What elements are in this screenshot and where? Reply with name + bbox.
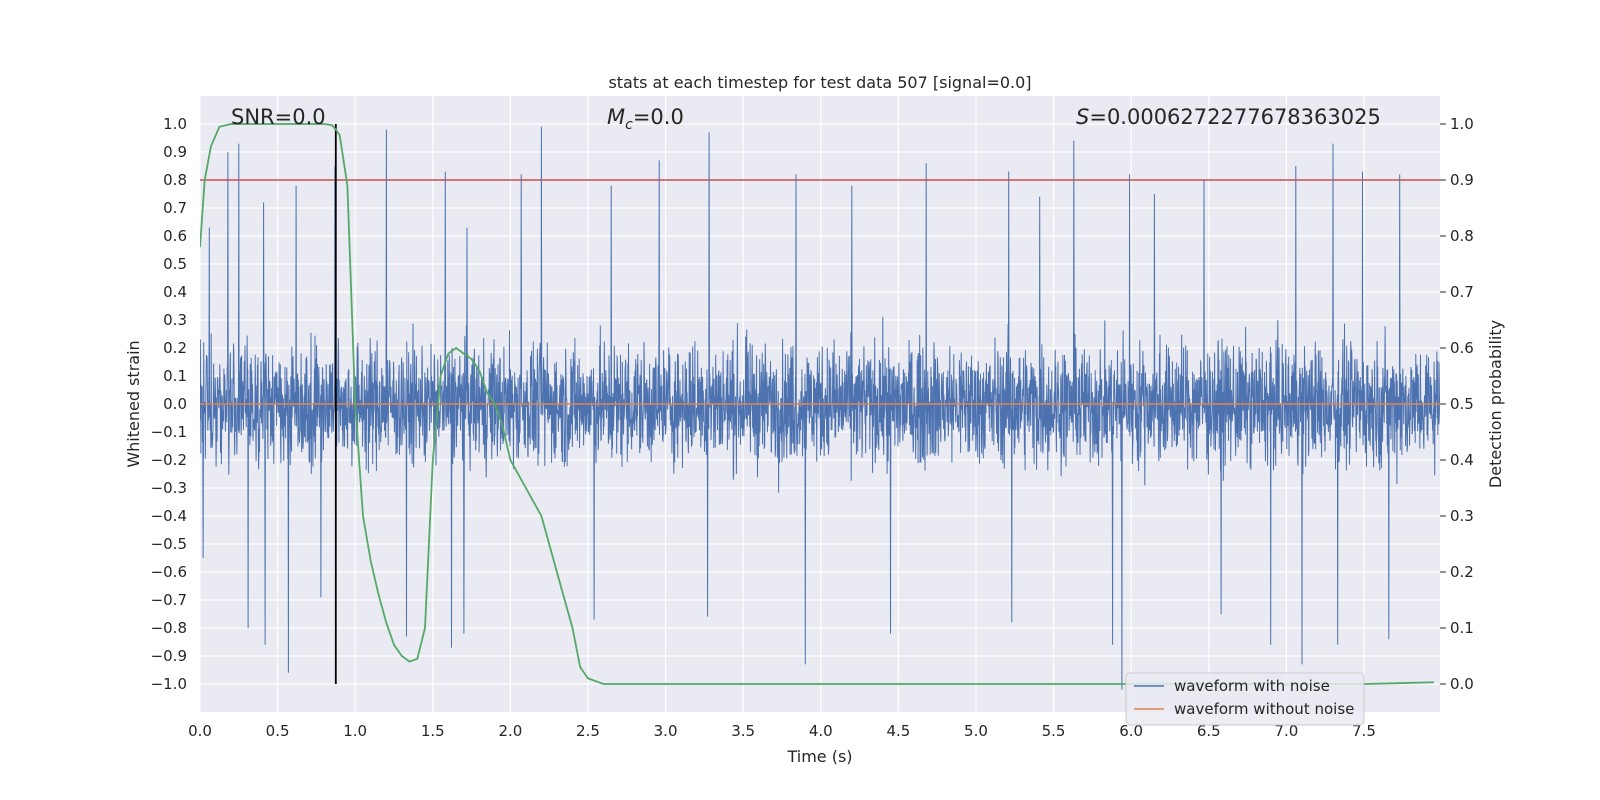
y2-tick-label: 1.0 xyxy=(1450,115,1474,133)
x-tick-label: 6.5 xyxy=(1197,722,1221,740)
y2-tick-label: 0.1 xyxy=(1450,619,1474,637)
y-tick-label: 0.1 xyxy=(163,367,187,385)
waveform-with-noise-line xyxy=(200,126,1440,690)
y-axis-label: Whitened strain xyxy=(124,340,143,467)
x-tick-label: 2.0 xyxy=(498,722,522,740)
legend-label-clean: waveform without noise xyxy=(1174,700,1354,718)
y-tick-label: −0.2 xyxy=(151,451,187,469)
x-axis-label: Time (s) xyxy=(786,747,852,766)
y2-tick-label: 0.2 xyxy=(1450,563,1474,581)
y2-tick-label: 0.6 xyxy=(1450,339,1474,357)
x-tick-label: 3.0 xyxy=(654,722,678,740)
y-tick-label: 0.9 xyxy=(163,143,187,161)
annotation-mc-value: =0.0 xyxy=(633,105,684,129)
y-tick-label: 0.6 xyxy=(163,227,187,245)
x-tick-label: 4.5 xyxy=(886,722,910,740)
detection-probability-line xyxy=(200,123,1434,685)
annotation-s-value: =0.0006272277678363025 xyxy=(1089,105,1381,129)
y2-tick-label: 0.7 xyxy=(1450,283,1474,301)
y-tick-label: 0.0 xyxy=(163,395,187,413)
y2-tick-label: 0.4 xyxy=(1450,451,1474,469)
legend: waveform with noise waveform without noi… xyxy=(1125,672,1365,726)
y-tick-label: 0.4 xyxy=(163,283,187,301)
x-tick-label: 1.0 xyxy=(343,722,367,740)
y-axis-ticks: 1.0 0.9 0.8 0.7 0.6 0.5 0.4 0.3 0.2 0.1 0.0 −0.1 −0.… xyxy=(151,115,187,693)
y-tick-label: 0.8 xyxy=(163,171,187,189)
chart-title: stats at each timestep for test data 507… xyxy=(608,73,1031,92)
annotation-mc-symbol: M xyxy=(607,105,625,129)
y2-axis-ticks: 1.0 0.9 0.8 0.7 0.6 0.5 0.4 0.3 0.2 0.1 0.0 xyxy=(1440,115,1474,693)
y-tick-label: −0.3 xyxy=(151,479,187,497)
y2-tick-label: 0.9 xyxy=(1450,171,1474,189)
x-tick-label: 4.0 xyxy=(809,722,833,740)
y2-tick-label: 0.0 xyxy=(1450,675,1474,693)
y-tick-label: −0.4 xyxy=(151,507,187,525)
y-tick-label: 0.7 xyxy=(163,199,187,217)
series-waveform-with-noise xyxy=(200,126,1440,690)
x-tick-label: 1.5 xyxy=(421,722,445,740)
series-detection-probability xyxy=(200,123,1434,685)
x-tick-label: 0.0 xyxy=(188,722,212,740)
y-tick-label: −0.8 xyxy=(151,619,187,637)
y2-tick-label: 0.3 xyxy=(1450,507,1474,525)
x-tick-label: 7.5 xyxy=(1352,722,1376,740)
annotation-s-stat: S=0.0006272277678363025 xyxy=(1076,105,1381,129)
y2-tick-label: 0.8 xyxy=(1450,227,1474,245)
annotation-snr: SNR=0.0 xyxy=(231,105,326,129)
x-tick-label: 7.0 xyxy=(1274,722,1298,740)
x-axis-ticks: 0.0 0.5 1.0 1.5 2.0 2.5 3.0 3.5 4.0 4.5 5.0 5.5 6.0 6… xyxy=(188,722,1376,740)
y-tick-label: 0.2 xyxy=(163,339,187,357)
y-tick-label: 0.5 xyxy=(163,255,187,273)
legend-label-noise: waveform with noise xyxy=(1174,677,1330,695)
x-tick-label: 0.5 xyxy=(266,722,290,740)
annotation-chirp-mass: Mc=0.0 xyxy=(607,105,684,133)
annotation-mc-subscript: c xyxy=(625,117,633,133)
annotation-s-symbol: S xyxy=(1076,105,1089,129)
x-tick-label: 5.5 xyxy=(1042,722,1066,740)
x-tick-label: 5.0 xyxy=(964,722,988,740)
y2-tick-label: 0.5 xyxy=(1450,395,1474,413)
x-tick-label: 6.0 xyxy=(1119,722,1143,740)
y-tick-label: −0.5 xyxy=(151,535,187,553)
y-tick-label: −0.7 xyxy=(151,591,187,609)
y-tick-label: −0.9 xyxy=(151,647,187,665)
y-tick-label: −0.6 xyxy=(151,563,187,581)
y-tick-label: −0.1 xyxy=(151,423,187,441)
y-tick-label: 0.3 xyxy=(163,311,187,329)
x-tick-label: 2.5 xyxy=(576,722,600,740)
legend-box xyxy=(1125,672,1365,726)
y2-axis-label: Detection probability xyxy=(1486,320,1505,488)
y-tick-label: −1.0 xyxy=(151,675,187,693)
y-tick-label: 1.0 xyxy=(163,115,187,133)
x-tick-label: 3.5 xyxy=(731,722,755,740)
